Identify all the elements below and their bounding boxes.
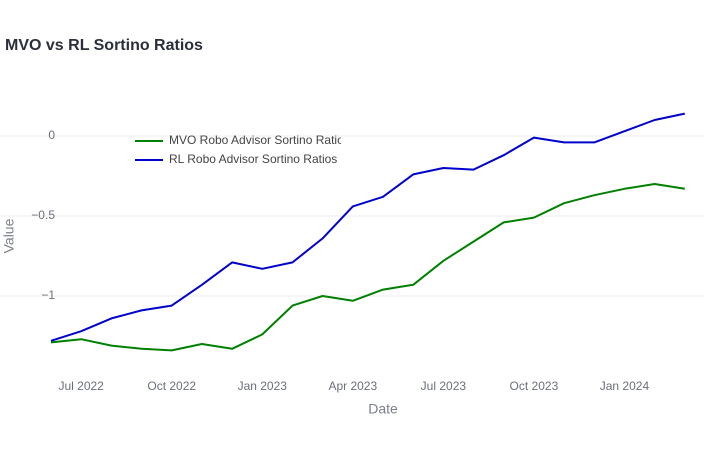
y-tick-label: −1 <box>41 288 55 302</box>
x-tick-label: Oct 2022 <box>147 379 196 393</box>
x-tick-label: Jul 2023 <box>421 379 467 393</box>
legend-label: RL Robo Advisor Sortino Ratios <box>169 152 337 166</box>
x-axis-title: Date <box>368 401 398 417</box>
line-series <box>50 112 686 342</box>
legend-label: MVO Robo Advisor Sortino Ratios <box>169 133 350 147</box>
plot-area <box>50 112 686 352</box>
y-axis-title: Value <box>1 218 17 253</box>
x-tick-label: Jan 2023 <box>238 379 288 393</box>
x-tick-label: Jul 2022 <box>58 379 104 393</box>
x-tick-label: Apr 2023 <box>328 379 377 393</box>
x-tick-label: Oct 2023 <box>510 379 559 393</box>
grid: −1 −0.5 0 Jul 2022 Oct 2022 Jan 2023 Apr 2023 J… <box>0 128 704 393</box>
chart-title: MVO vs RL Sortino Ratios <box>5 37 203 54</box>
x-tick-label: Jan 2024 <box>600 379 650 393</box>
y-tick-label: 0 <box>48 128 55 142</box>
legend: MVO Robo Advisor Sortino Ratios RL Robo A… <box>135 133 350 166</box>
y-tick-label: −0.5 <box>31 208 55 222</box>
line-series <box>50 183 685 352</box>
